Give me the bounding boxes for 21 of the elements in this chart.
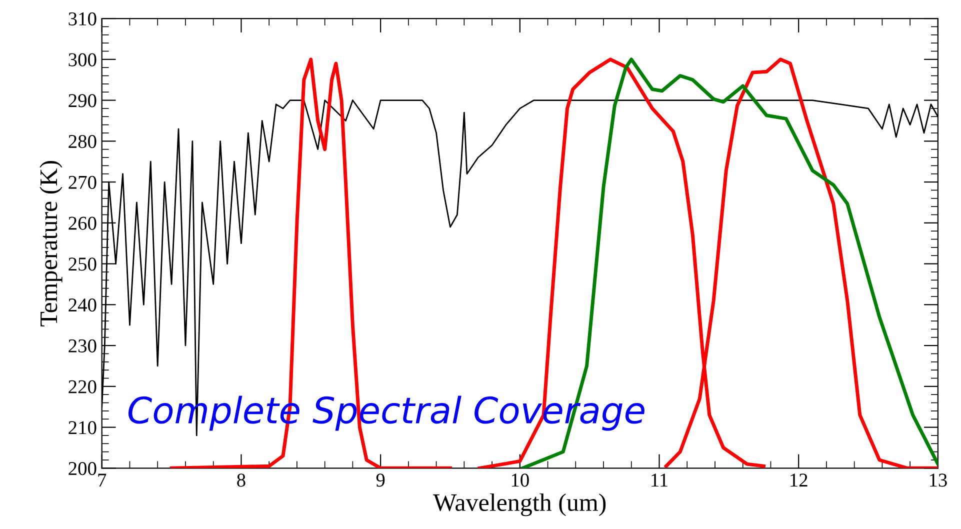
y-tick-label: 200 <box>68 462 96 476</box>
x-tick-label: 13 <box>930 474 947 487</box>
y-tick-label: 290 <box>68 94 96 108</box>
y-tick-label: 260 <box>68 216 96 230</box>
x-tick-label: 8 <box>237 474 246 487</box>
y-tick-label: 220 <box>68 380 96 394</box>
x-axis-title: Wavelength (um) <box>433 493 606 516</box>
y-tick-label: 230 <box>68 339 96 352</box>
y-tick-label: 270 <box>68 176 96 189</box>
y-tick-label: 310 <box>68 12 96 26</box>
x-tick-label: 9 <box>376 474 385 487</box>
x-tick-label: 11 <box>652 474 668 487</box>
y-tick-label: 240 <box>68 298 96 312</box>
y-tick-label: 280 <box>68 134 96 148</box>
y-tick-label: 210 <box>68 421 96 434</box>
y-tick-label: 300 <box>68 53 96 66</box>
x-tick-label: 7 <box>98 474 106 487</box>
y-tick-label: 250 <box>68 258 96 271</box>
x-tick-label: 10 <box>512 474 529 487</box>
y-axis-title: Temperature (K) <box>40 160 62 326</box>
x-tick-label: 12 <box>790 474 808 487</box>
